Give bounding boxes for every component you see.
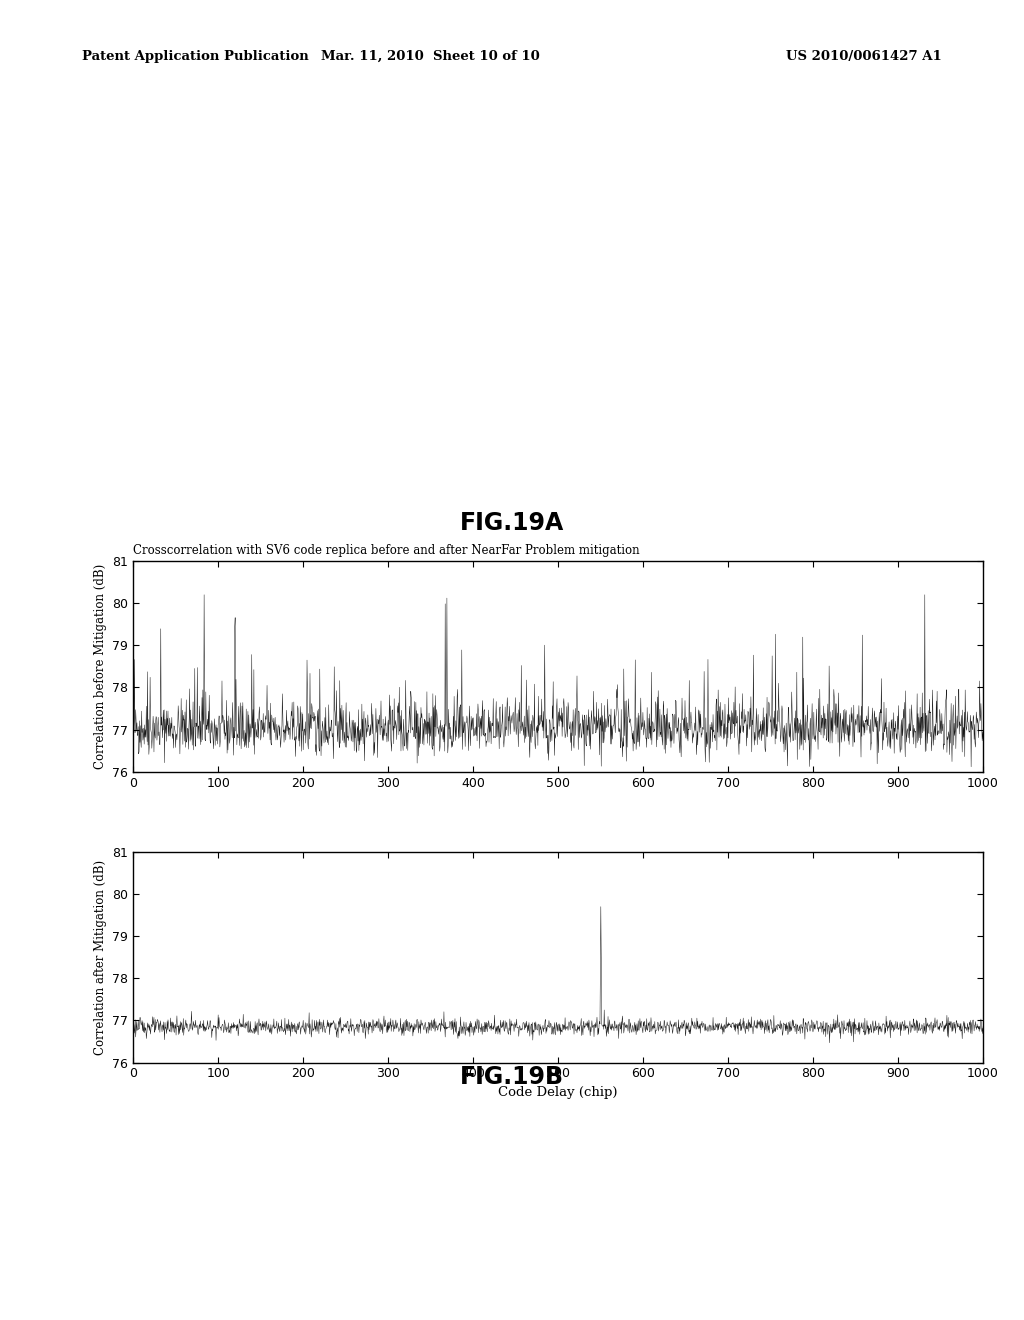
Text: Patent Application Publication: Patent Application Publication	[82, 50, 308, 63]
Text: FIG.19A: FIG.19A	[460, 511, 564, 535]
X-axis label: Code Delay (chip): Code Delay (chip)	[499, 1086, 617, 1100]
Text: FIG.19B: FIG.19B	[460, 1065, 564, 1089]
Text: Crosscorrelation with SV6 code replica before and after NearFar Problem mitigati: Crosscorrelation with SV6 code replica b…	[133, 544, 640, 557]
Y-axis label: Correlation before Mitigation (dB): Correlation before Mitigation (dB)	[94, 564, 106, 770]
Text: US 2010/0061427 A1: US 2010/0061427 A1	[786, 50, 942, 63]
Y-axis label: Correlation after Mitigation (dB): Correlation after Mitigation (dB)	[94, 859, 106, 1055]
Text: Mar. 11, 2010  Sheet 10 of 10: Mar. 11, 2010 Sheet 10 of 10	[321, 50, 540, 63]
